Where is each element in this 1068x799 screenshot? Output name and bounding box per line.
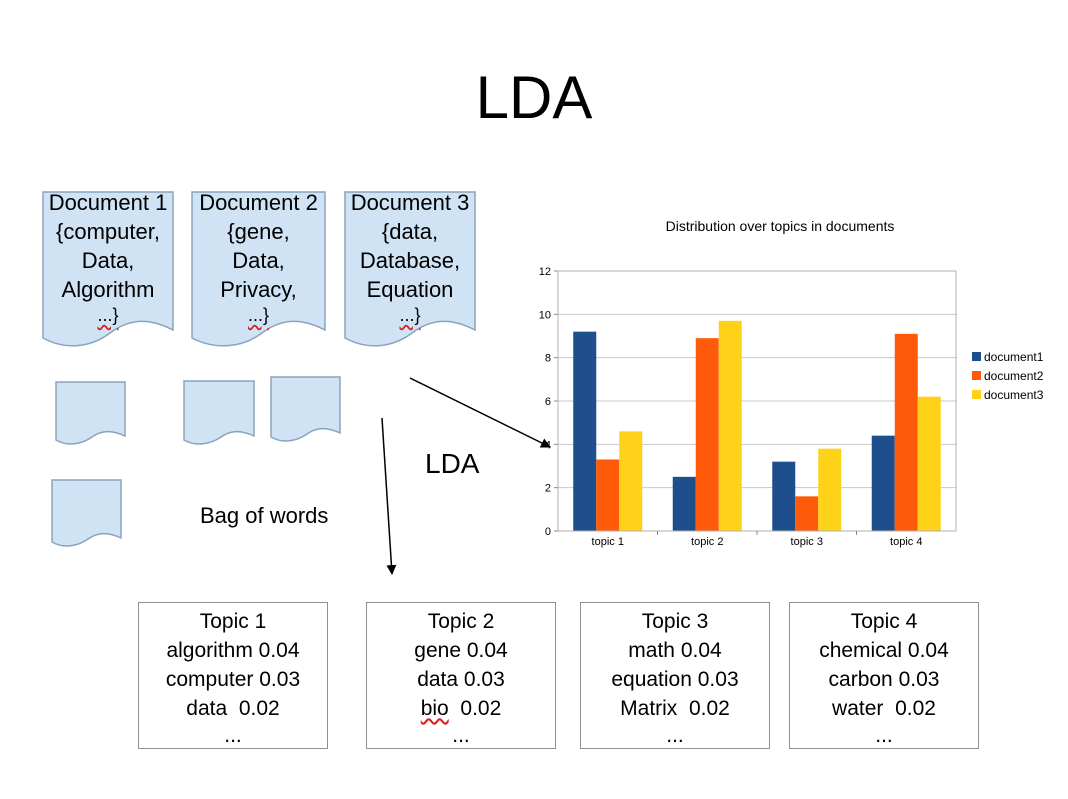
legend-entry: document1 [984,350,1044,364]
bag-of-words-doc-d [51,479,122,547]
y-tick-label: 12 [539,266,551,278]
bar-document2-topic-3 [795,496,819,531]
y-tick-label: 6 [545,396,551,408]
bar-document2-topic-2 [695,338,719,531]
topic-1-word: data 0.02 [186,697,280,720]
document-1-shape [42,191,174,347]
x-tick-label: topic 4 [890,536,922,548]
document-2-ellipsis: ...} [247,305,269,325]
bar-document2-topic-4 [894,333,918,531]
topic-4-box: Topic 4 chemical 0.04 carbon 0.03 water … [789,602,979,749]
topic-4-word: carbon 0.03 [828,668,940,691]
bar-document1-topic-1 [573,331,597,531]
topic-2-word-misspelled: bio [420,697,449,720]
document-3-ellipsis: ...} [399,305,421,325]
bag-of-words-doc-b [183,380,255,445]
document-3-text: Document 3 {data, Database, Equation ...… [345,188,475,326]
document-1-title: Document 1 [48,190,168,215]
legend-swatch [972,390,981,399]
topic-4-title: Topic 4 [850,610,918,633]
chart-title: Distribution over topics in documents [666,218,895,234]
legend-entry: document3 [984,388,1044,402]
document-2-title: Document 2 [199,190,318,215]
x-tick-label: topic 2 [691,536,723,548]
topic-3-word: Matrix 0.02 [620,697,730,720]
topic-3-more: ... [666,724,684,747]
bar-document2-topic-1 [596,459,620,531]
bar-document3-topic-4 [917,396,941,531]
bag-of-words-doc-c [270,376,341,442]
document-2-shape [191,191,326,347]
arrow-to-topics [381,417,397,575]
document-2-line: {gene, [227,219,290,244]
document-1-line: Data, [81,248,135,273]
topic-4-more: ... [875,724,893,747]
document-3-line: Database, [359,248,461,273]
topic-2-more: ... [452,724,470,747]
document-2-line: Privacy, [220,277,297,302]
document-3-line: {data, [381,219,439,244]
topic-3-box: Topic 3 math 0.04 equation 0.03 Matrix 0… [580,602,770,749]
x-tick-label: topic 1 [592,536,624,548]
document-1-ellipsis: ...} [97,305,119,325]
y-tick-label: 2 [545,483,551,495]
y-tick-label: 4 [545,439,551,451]
document-2-line: Data, [232,248,285,273]
slide-title: LDA [475,64,593,131]
document-1-line: {computer, [56,219,160,244]
topic-2-word-value: 0.02 [460,697,502,720]
bar-document3-topic-2 [718,320,742,531]
y-tick-label: 8 [545,353,551,365]
legend-swatch [972,371,981,380]
document-2-text: Document 2 {gene, Data, Privacy, ...} [192,188,325,326]
bag-of-words-label: Bag of words [200,503,329,528]
y-tick-label: 10 [539,309,551,321]
topic-4-word: chemical 0.04 [819,639,949,662]
legend-swatch [972,352,981,361]
document-1-line: Algorithm [61,277,155,302]
topic-1-word: computer 0.03 [165,668,301,691]
topic-2-title: Topic 2 [427,610,495,633]
arrow-to-chart [409,377,551,448]
topic-1-word: algorithm 0.04 [166,639,300,662]
document-3-title: Document 3 [350,190,470,215]
bag-of-words-doc-a [55,381,126,445]
topic-3-word: math 0.04 [628,639,722,662]
legend-entry: document2 [984,369,1044,383]
topic-distribution-chart: Distribution over topics in documents 0 2… [539,218,1044,548]
y-tick-label: 0 [545,526,551,538]
document-3-line: Equation [366,277,454,302]
topic-1-more: ... [224,724,242,747]
lda-label: LDA [425,448,480,479]
bar-document1-topic-2 [672,476,696,531]
document-3-shape [344,191,476,347]
topic-3-title: Topic 3 [641,610,709,633]
bar-document1-topic-4 [871,435,895,531]
bar-document1-topic-3 [772,461,796,531]
topic-2-box: Topic 2 gene 0.04 data 0.03 bio 0.02 ... [366,602,556,749]
bar-document3-topic-1 [619,431,643,531]
topic-1-box: Topic 1 algorithm 0.04 computer 0.03 dat… [138,602,328,749]
topic-2-word: gene 0.04 [414,639,508,662]
document-1-text: Document 1 {computer, Data, Algorithm ..… [43,188,173,326]
topic-4-word: water 0.02 [832,697,936,720]
topic-3-word: equation 0.03 [611,668,739,691]
topic-1-title: Topic 1 [199,610,267,633]
topic-2-word: data 0.03 [417,668,505,691]
bar-document3-topic-3 [818,448,842,531]
x-tick-label: topic 3 [791,536,823,548]
